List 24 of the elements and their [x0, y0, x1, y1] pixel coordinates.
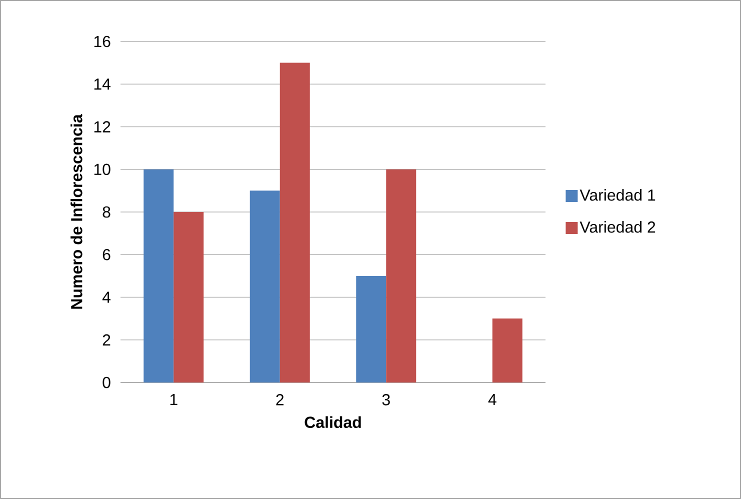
bar	[144, 169, 174, 382]
bar	[492, 318, 522, 382]
y-tick-label: 12	[94, 121, 110, 132]
bar	[280, 62, 310, 382]
bar	[356, 276, 386, 382]
bar	[386, 169, 416, 382]
y-tick-label: 10	[94, 164, 110, 176]
x-axis-title: Calidad	[304, 416, 361, 428]
x-tick-label: 4	[488, 394, 496, 406]
x-tick-label: 1	[170, 394, 178, 406]
legend-label: Variedad 1	[580, 189, 656, 201]
x-tick-label: 2	[276, 394, 284, 406]
y-tick-label: 8	[102, 206, 110, 218]
bar	[250, 190, 280, 382]
x-tick-label: 3	[382, 394, 390, 406]
y-tick-label: 16	[94, 36, 110, 48]
y-tick-label: 2	[102, 334, 110, 346]
y-tick-label: 14	[94, 78, 110, 90]
y-tick-label: 0	[102, 376, 110, 388]
bar	[174, 212, 204, 382]
y-axis-title: Numero de Inflorescencia	[70, 114, 82, 309]
legend-label: Variedad 2	[580, 221, 656, 233]
y-tick-label: 6	[102, 248, 110, 260]
y-tick-label: 4	[102, 292, 110, 303]
